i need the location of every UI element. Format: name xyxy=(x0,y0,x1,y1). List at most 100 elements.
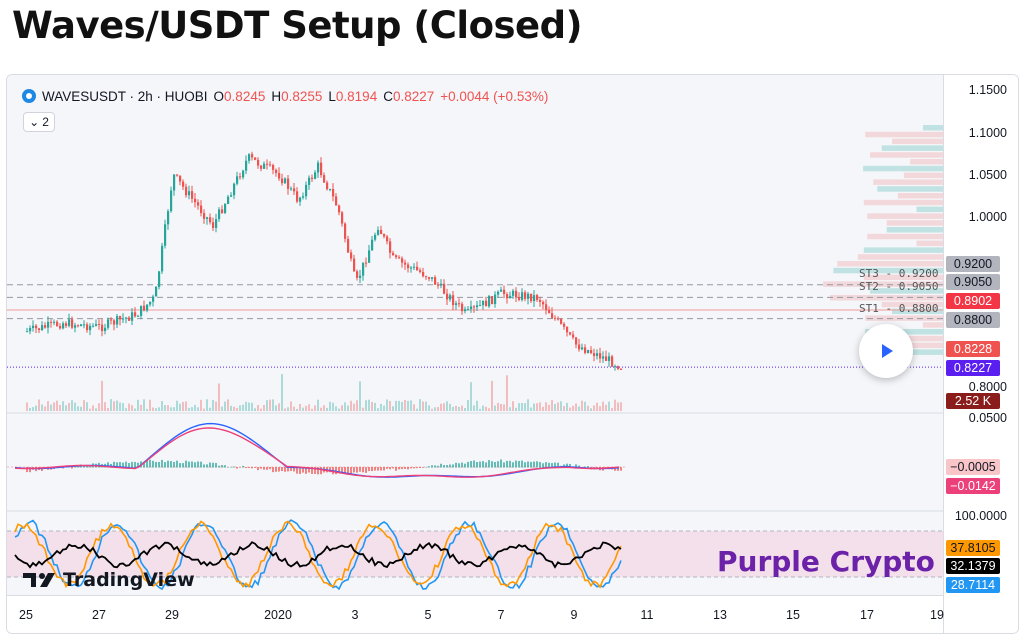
candle-body xyxy=(122,318,125,320)
candle-body xyxy=(314,172,317,179)
volume-profile-bar xyxy=(863,274,943,281)
macd-histogram-bar xyxy=(146,459,148,468)
macd-histogram-bar xyxy=(290,467,292,472)
stoch-rsi-line xyxy=(14,541,622,569)
candle-body xyxy=(278,172,281,179)
candle-body xyxy=(605,356,608,361)
volume-bar xyxy=(35,405,37,411)
volume-bar xyxy=(185,401,187,411)
volume-bar xyxy=(524,403,526,411)
macd-histogram-bar xyxy=(164,462,166,468)
chart-widget[interactable]: WAVESUSDT · 2h · HUOBI O 0.8245 H 0.8255 L… xyxy=(6,74,1019,634)
symbol-label[interactable]: WAVESUSDT · 2h · HUOBI xyxy=(42,88,208,104)
volume-bar xyxy=(398,400,400,411)
volume-bar xyxy=(431,408,433,411)
volume-bar xyxy=(107,407,109,411)
candle-body xyxy=(515,290,518,298)
candle-body xyxy=(443,283,446,294)
candle-body xyxy=(44,325,47,328)
candle-body xyxy=(446,293,449,300)
macd-histogram-bar xyxy=(122,462,124,468)
volume-bar xyxy=(536,403,538,411)
macd-histogram-bar xyxy=(233,466,235,468)
macd-histogram-bar xyxy=(293,467,295,472)
indicators-toggle-button[interactable]: ⌄ 2 xyxy=(23,112,55,132)
macd-histogram-bar xyxy=(371,467,373,472)
macd-histogram-bar xyxy=(167,460,169,468)
candle-body xyxy=(467,309,470,311)
macd-signal-tag: −0.0142 xyxy=(946,478,1000,494)
volume-bar xyxy=(203,408,205,411)
volume-profile-bar xyxy=(892,138,943,145)
volume-bar xyxy=(407,400,409,411)
price-axis[interactable]: 1.1500 1.1000 1.0500 1.0000 0.8000 0.050… xyxy=(943,75,1018,633)
volume-bar xyxy=(233,406,235,411)
volume-bar xyxy=(137,399,139,411)
candle-body xyxy=(521,292,524,300)
macd-histogram-bar xyxy=(500,459,502,468)
volume-bar xyxy=(251,402,253,411)
macd-histogram-bar xyxy=(614,467,616,471)
candle-body xyxy=(374,234,377,240)
price-chart[interactable] xyxy=(7,75,943,595)
candle-body xyxy=(548,310,551,314)
volume-bar xyxy=(215,401,217,411)
volume-bar xyxy=(299,403,301,411)
macd-histogram-bar xyxy=(383,467,385,471)
macd-histogram-bar xyxy=(542,463,544,468)
volume-bar xyxy=(608,401,610,411)
macd-histogram-bar xyxy=(134,461,136,468)
volume-profile-bar xyxy=(867,233,943,240)
macd-histogram-tag: −0.0005 xyxy=(946,459,1000,475)
macd-histogram-bar xyxy=(152,460,154,468)
volume-bar xyxy=(617,402,619,411)
candle-body xyxy=(152,296,155,302)
macd-histogram-bar xyxy=(71,467,73,469)
time-tick: 27 xyxy=(92,608,106,622)
macd-histogram-bar xyxy=(215,463,217,468)
candle-body xyxy=(440,283,443,286)
candle-body xyxy=(422,271,425,277)
volume-bar xyxy=(209,407,211,411)
play-button[interactable] xyxy=(859,324,913,378)
volume-bar xyxy=(356,400,358,411)
macd-histogram-bar xyxy=(113,461,115,468)
volume-profile-bar xyxy=(823,281,943,287)
time-axis[interactable]: 25 27 29 2020 3 5 7 9 11 13 15 17 19 xyxy=(7,595,944,633)
candle-body xyxy=(227,196,230,205)
candle-body xyxy=(596,353,599,357)
macd-histogram-bar xyxy=(347,467,349,475)
volume-bar xyxy=(593,405,595,411)
st3-price-tag: 0.9200 xyxy=(946,256,1000,272)
macd-histogram-bar xyxy=(377,467,379,471)
candle-body xyxy=(257,159,260,166)
volume-bar xyxy=(161,401,163,411)
volume-bar xyxy=(494,405,496,411)
volume-bar xyxy=(461,405,463,411)
volume-bar xyxy=(248,402,250,411)
volume-profile-bar xyxy=(865,131,943,138)
macd-histogram-bar xyxy=(428,466,430,468)
volume-bar xyxy=(122,403,124,411)
candle-body xyxy=(56,321,59,326)
price-tick: 0.0500 xyxy=(968,411,1007,425)
volume-bar xyxy=(410,400,412,411)
macd-histogram-bar xyxy=(335,467,337,475)
candle-body xyxy=(455,303,458,306)
volume-bar xyxy=(338,408,340,411)
volume-bar xyxy=(197,407,199,411)
candle-body xyxy=(395,255,398,258)
macd-histogram-bar xyxy=(386,467,388,469)
st2-price-tag: 0.9050 xyxy=(946,274,1000,290)
volume-bar xyxy=(167,405,169,411)
volume-bar xyxy=(425,401,427,411)
candle-body xyxy=(176,174,179,176)
macd-histogram-bar xyxy=(224,465,226,468)
volume-bar xyxy=(482,405,484,411)
volume-bar xyxy=(368,399,370,411)
low-label: L xyxy=(328,88,336,104)
macd-histogram-bar xyxy=(419,467,421,469)
volume-bar xyxy=(98,403,100,411)
macd-histogram-bar xyxy=(536,461,538,468)
volume-bar xyxy=(32,407,34,411)
